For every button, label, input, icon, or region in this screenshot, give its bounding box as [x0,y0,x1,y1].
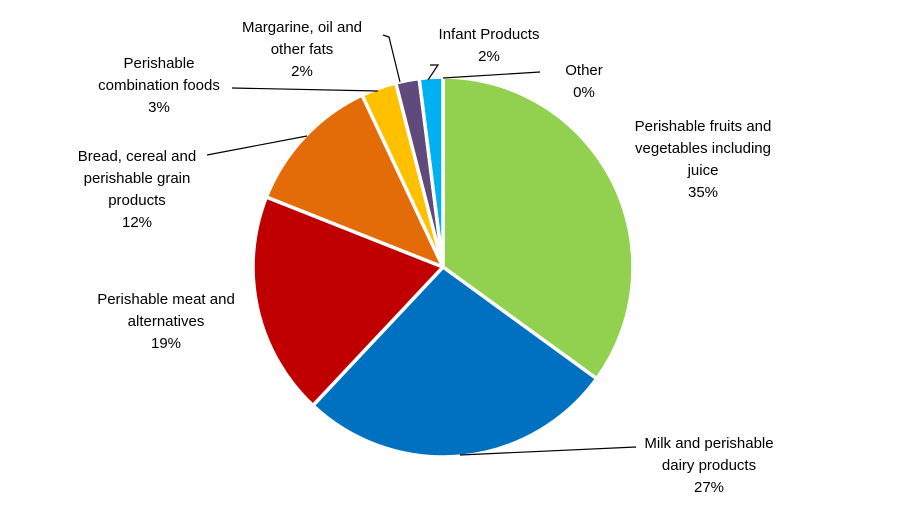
data-label-value: 19% [151,335,181,352]
pie-slice-infant-products [417,75,445,269]
data-label-text: Perishable fruits and [635,118,772,135]
data-label-value: 35% [688,184,718,201]
data-label-value: 12% [122,214,152,231]
data-label-perishable-combination-foods: Perishable combination foods 3% [98,55,220,116]
data-label-text: dairy products [662,457,756,474]
data-label-text: alternatives [128,313,205,330]
data-label-text: Milk and perishable [644,435,773,452]
data-label-text: Infant Products [439,26,540,43]
data-label-perishable-fruits-and-vegetables-including-juice: Perishable fruits and vegetables includin… [635,118,772,201]
data-label-text: Other [565,62,603,79]
data-label-text: vegetables including [635,140,771,157]
data-label-text: Margarine, oil and [242,19,362,36]
data-label-text: Perishable meat and [97,291,235,308]
data-label-value: 0% [573,84,595,101]
leader-line-perishable-combination-foods [231,87,379,92]
data-label-infant-products: Infant Products 2% [439,26,540,65]
leader-line-margarine-oil-and-other-fats [382,34,401,83]
leader-line-infant-products [427,64,440,81]
data-label-text: products [108,192,166,209]
data-label-bread-cereal-and-perishable-grain-products: Bread, cereal and perishable grain product… [78,148,196,231]
data-label-value: 27% [694,479,724,496]
data-label-text: Perishable [124,55,195,72]
data-label-perishable-meat-and-alternatives: Perishable meat and alternatives 19% [97,291,235,352]
data-label-value: 3% [148,99,170,116]
data-label-text: other fats [271,41,334,58]
data-label-text: juice [687,162,719,179]
data-label-other: Other 0% [565,62,603,101]
leader-line-milk-and-perishable-dairy-products [459,446,637,456]
data-label-margarine-oil-and-other-fats: Margarine, oil and other fats 2% [242,19,362,80]
data-label-text: perishable grain [84,170,191,187]
pie-slice-perishable-fruits-and-vegetables-including-juice [441,75,635,381]
data-label-value: 2% [291,63,313,80]
data-label-text: combination foods [98,77,220,94]
data-label-text: Bread, cereal and [78,148,196,165]
leader-line-other [442,71,541,79]
data-label-milk-and-perishable-dairy-products: Milk and perishable dairy products 27% [644,435,773,496]
pie-slice-milk-and-perishable-dairy-products [311,265,599,459]
leader-line-bread-cereal-and-perishable-grain-products [206,135,308,156]
data-label-value: 2% [478,48,500,65]
